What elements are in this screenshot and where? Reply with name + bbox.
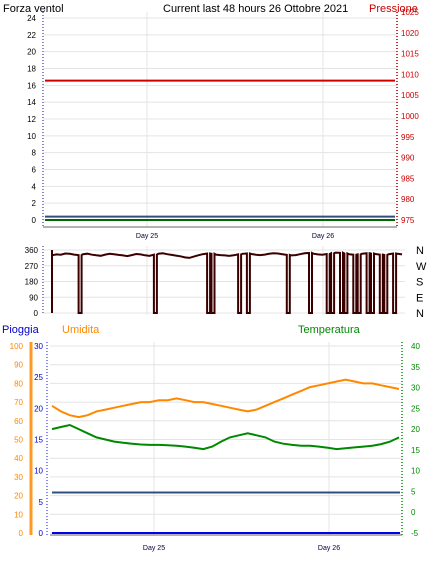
temperature-tick-label: 0: [411, 508, 416, 517]
pressure-tick-label: 1000: [401, 112, 419, 121]
wind-pressure-panel: 0246810121416182022249759809859909951000…: [27, 8, 419, 240]
pressure-tick-label: 1025: [401, 8, 419, 17]
y-tick-label: 16: [27, 81, 36, 90]
rain-tick-label: 20: [34, 404, 43, 413]
humidity-tick-label: 70: [14, 398, 23, 407]
humidity-tick-label: 40: [14, 454, 23, 463]
temperature-tick-label: -5: [411, 529, 419, 538]
rain-tick-label: 5: [39, 498, 44, 507]
rain-tick-label: 25: [34, 373, 43, 382]
pressure-axis-title: Pressione: [369, 3, 418, 15]
compass-label: N: [416, 245, 424, 257]
pressure-tick-label: 990: [401, 154, 415, 163]
y-tick-label: 0: [32, 216, 37, 225]
y-tick-label: 24: [27, 14, 36, 23]
pressure-tick-label: 1020: [401, 29, 419, 38]
rain-axis-title: Pioggia: [2, 324, 40, 336]
temperature-tick-label: 35: [411, 363, 420, 372]
humidity-tick-label: 80: [14, 379, 23, 388]
humidity-tick-label: 10: [14, 510, 23, 519]
compass-label: W: [416, 261, 427, 273]
temperature-tick-label: 10: [411, 467, 420, 476]
pressure-tick-label: 1010: [401, 70, 419, 79]
series-line: [51, 251, 403, 314]
temperature-tick-label: 30: [411, 384, 420, 393]
x-tick-label: Day 25: [136, 233, 158, 240]
direction-tick-label: 90: [29, 293, 38, 302]
pressure-tick-label: 995: [401, 133, 415, 142]
compass-label: N: [416, 308, 424, 320]
y-tick-label: 6: [32, 166, 37, 175]
y-tick-label: 8: [32, 149, 37, 158]
rain-tick-label: 15: [34, 436, 43, 445]
y-tick-label: 22: [27, 31, 36, 40]
x-tick-label: Day 26: [312, 233, 334, 240]
y-tick-label: 14: [27, 98, 36, 107]
temperature-tick-label: 5: [411, 487, 416, 496]
temperature-tick-label: 15: [411, 446, 420, 455]
y-tick-label: 20: [27, 48, 36, 57]
y-tick-label: 12: [27, 115, 36, 124]
humidity-tick-label: 60: [14, 417, 23, 426]
wind-axis-title: Forza ventol: [3, 3, 64, 15]
compass-label: S: [416, 277, 423, 289]
chart-title: Current last 48 hours 26 Ottobre 2021: [163, 3, 348, 15]
temperature-axis-title: Temperatura: [298, 324, 361, 336]
direction-tick-label: 360: [25, 246, 39, 255]
direction-tick-label: 270: [25, 262, 39, 271]
pressure-tick-label: 985: [401, 174, 415, 183]
direction-tick-label: 0: [34, 309, 39, 318]
direction-tick-label: 180: [25, 278, 39, 287]
humidity-tick-label: 90: [14, 361, 23, 370]
temperature-tick-label: 20: [411, 425, 420, 434]
x-tick-label: Day 26: [318, 545, 340, 552]
y-tick-label: 10: [27, 132, 36, 141]
rain-humidity-temperature-panel: 0 10 20 30 40 50 60 70 80 90 100 0 5 10 15 20 25 30 -5 0 5 10…: [10, 342, 420, 552]
y-tick-label: 4: [32, 182, 37, 191]
y-tick-label: 2: [32, 199, 37, 208]
pressure-tick-label: 980: [401, 195, 415, 204]
x-tick-label: Day 25: [143, 545, 165, 552]
humidity-tick-label: 50: [14, 436, 23, 445]
pressure-tick-label: 1015: [401, 50, 419, 59]
pressure-tick-label: 975: [401, 216, 415, 225]
temperature-tick-label: 25: [411, 404, 420, 413]
temperature-tick-label: 40: [411, 342, 420, 351]
compass-label: E: [416, 292, 423, 304]
y-tick-label: 18: [27, 65, 36, 74]
humidity-tick-label: 20: [14, 492, 23, 501]
humidity-tick-label: 100: [10, 342, 24, 351]
series-line: [51, 378, 400, 419]
humidity-axis-title: Umidita: [62, 324, 100, 336]
series-line: [51, 423, 400, 451]
humidity-tick-label: 0: [19, 529, 24, 538]
pressure-tick-label: 1005: [401, 91, 419, 100]
rain-tick-label: 10: [34, 467, 43, 476]
humidity-tick-label: 30: [14, 473, 23, 482]
rain-tick-label: 0: [39, 529, 44, 538]
rain-tick-label: 30: [34, 342, 43, 351]
